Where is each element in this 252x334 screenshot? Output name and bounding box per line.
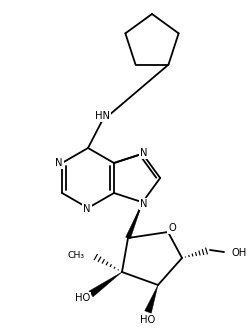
Text: CH₃: CH₃ xyxy=(67,250,84,260)
Text: N: N xyxy=(140,199,147,209)
Text: N: N xyxy=(140,148,147,158)
Text: N: N xyxy=(55,158,63,168)
Polygon shape xyxy=(126,202,143,239)
Text: HN: HN xyxy=(96,111,110,121)
Polygon shape xyxy=(145,285,158,313)
Text: N: N xyxy=(83,204,91,214)
Text: HO: HO xyxy=(75,293,91,303)
Text: HO: HO xyxy=(140,315,156,325)
Polygon shape xyxy=(89,272,122,297)
Text: OH: OH xyxy=(232,248,247,258)
Text: O: O xyxy=(168,223,176,233)
